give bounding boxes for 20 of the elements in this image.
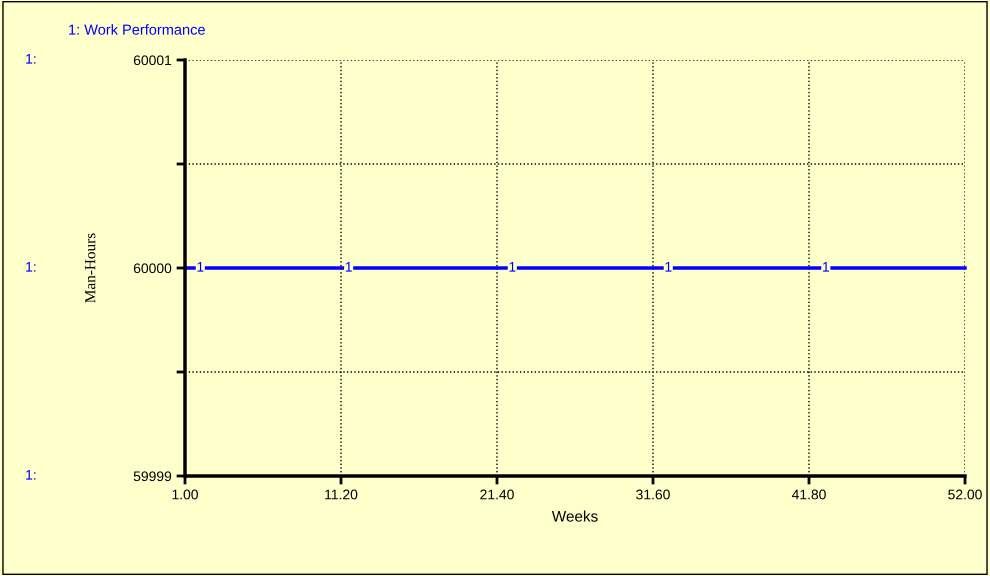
x-tick-label: 1.00 (172, 490, 198, 500)
text: 1: (26, 54, 36, 64)
y-tick-label: 60001 (134, 55, 172, 66)
annotation: 1 (197, 262, 204, 272)
annotation: 1 (665, 262, 672, 272)
text: 1: (26, 262, 36, 272)
text: 1: Work Performance (69, 24, 205, 35)
x-tick-label: 41.80 (792, 490, 826, 500)
x-axis-title: Weeks (552, 510, 598, 522)
x-tick-label: 11.20 (325, 490, 358, 500)
y-axis-title: Man-Hours (85, 233, 96, 303)
x-tick-label: 21.40 (480, 490, 514, 500)
y-tick-label: 59999 (134, 471, 172, 482)
annotation: 1 (346, 262, 352, 272)
annotation: 1 (823, 262, 830, 272)
x-tick-label: 52.00 (948, 490, 982, 500)
text: 1: (26, 470, 36, 480)
x-tick-label: 31.60 (636, 490, 670, 500)
annotation: 1 (509, 262, 516, 272)
y-tick-label: 60000 (134, 263, 172, 274)
